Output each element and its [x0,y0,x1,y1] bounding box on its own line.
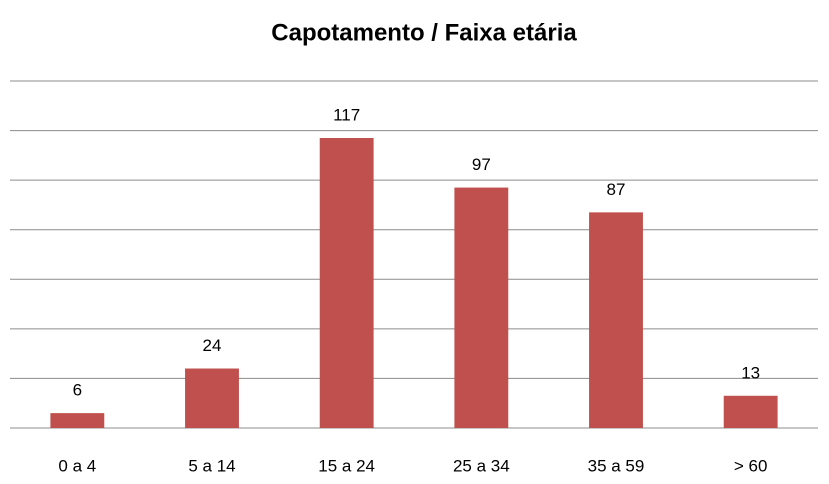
bar [185,368,239,428]
bar [723,395,778,428]
x-tick-label: 0 a 4 [58,456,96,475]
x-tick-label: 35 a 59 [588,456,645,475]
bar [589,212,643,428]
data-label: 24 [203,336,222,355]
bar [319,138,374,428]
data-label: 87 [607,180,626,199]
bar [454,187,509,428]
x-tick-label: 25 a 34 [453,456,510,475]
data-label: 117 [333,105,360,124]
chart-title: Capotamento / Faixa etária [271,19,577,46]
bar [50,413,105,428]
data-label: 97 [472,155,491,174]
data-label: 13 [741,363,760,382]
x-tick-label: 15 a 24 [318,456,375,475]
x-tick-label: > 60 [734,456,768,475]
data-label: 6 [73,381,82,400]
x-tick-label: 5 a 14 [188,456,235,475]
